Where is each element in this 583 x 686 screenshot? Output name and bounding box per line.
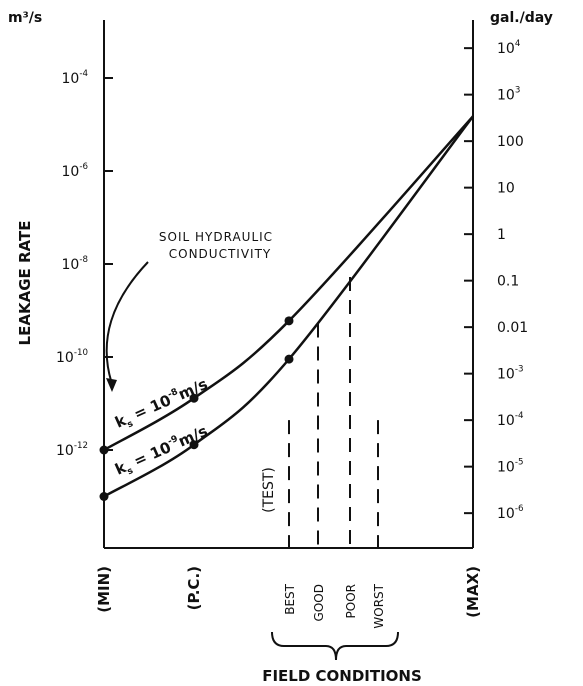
test-label: (TEST) — [261, 467, 277, 513]
x-category-label: (MIN) — [95, 566, 113, 613]
left-unit-label: m³/s — [8, 10, 42, 26]
series-2-label: ks = 10-9m/s — [112, 422, 211, 482]
right-tick-label: 0.1 — [497, 274, 519, 290]
series-2-line — [103, 115, 474, 498]
annotation-line-1: SOIL HYDRAULIC — [159, 230, 273, 244]
left-tick-label: 10-8 — [62, 255, 88, 273]
right-tick-label: 100 — [497, 134, 524, 150]
y-axis-label: LEAKAGE RATE — [16, 221, 34, 346]
annotation-arrow — [105, 261, 149, 385]
series-2-point — [284, 354, 294, 364]
left-tick-label: 10-10 — [56, 348, 88, 366]
left-tick-label: 10-6 — [62, 162, 88, 180]
x-category-label: WORST — [372, 583, 386, 628]
x-category-label: (P.C.) — [185, 566, 203, 610]
right-tick-label: 10 — [497, 181, 515, 197]
left-tick-label: 10-4 — [62, 69, 89, 87]
series-points — [99, 316, 294, 501]
x-axis-categories: (MIN) (P.C.) BEST GOOD POOR WORST (MAX) (TEST) — [95, 467, 482, 628]
right-axis-ticks: 104 103 100 10 1 0.1 0.01 10-3 10-4 10-5 10-6 — [464, 39, 528, 522]
right-tick-label: 10-5 — [497, 458, 523, 476]
x-category-label: (MAX) — [464, 566, 482, 618]
right-tick-label: 10-4 — [497, 411, 524, 429]
right-tick-label: 104 — [497, 39, 521, 57]
annotation-arrowhead — [106, 378, 117, 392]
x-axis-label: FIELD CONDITIONS — [262, 667, 422, 685]
condition-markers — [288, 276, 379, 548]
series-1-line — [103, 115, 474, 452]
left-tick-label: 10-12 — [56, 441, 88, 459]
series-1-point — [284, 316, 294, 326]
right-tick-label: 1 — [497, 227, 506, 243]
series-2-point — [99, 492, 109, 501]
annotation-line-2: CONDUCTIVITY — [169, 247, 271, 261]
left-axis-ticks: 10-4 10-6 10-8 10-10 10-12 — [56, 69, 113, 459]
series-2-point — [189, 440, 199, 450]
right-tick-label: 103 — [497, 86, 520, 104]
series-1-point — [189, 393, 199, 403]
x-category-label: POOR — [344, 584, 358, 618]
right-tick-label: 10-3 — [497, 365, 523, 383]
field-conditions-brace — [271, 631, 399, 661]
x-category-label: GOOD — [312, 584, 326, 621]
series-curves — [103, 115, 474, 498]
right-tick-label: 10-6 — [497, 504, 523, 522]
right-tick-label: 0.01 — [497, 320, 528, 336]
x-category-label: BEST — [283, 583, 297, 614]
series-1-point — [99, 445, 109, 455]
right-unit-label: gal./day — [490, 10, 553, 26]
